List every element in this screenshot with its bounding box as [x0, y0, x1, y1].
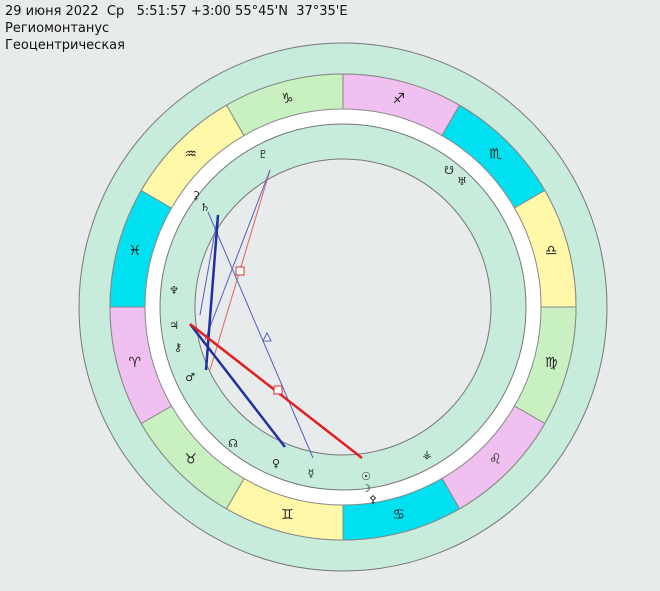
planet-glyph: ♃ — [169, 319, 179, 332]
sign-glyph: ♎ — [545, 243, 558, 259]
planet-glyph: ⚶ — [422, 448, 431, 461]
planet-glyph: ♄ — [200, 201, 210, 214]
planet-glyph: ⚴ — [369, 493, 377, 506]
sign-glyph: ♏ — [489, 147, 502, 163]
aspect — [204, 214, 220, 371]
aspect-lines — [189, 169, 363, 459]
planet-glyph: ♆ — [169, 284, 179, 297]
sign-glyph: ♌ — [489, 451, 502, 467]
sign-glyph: ♑ — [281, 91, 294, 107]
aspect — [199, 214, 219, 316]
planet-glyph: ☽ — [361, 482, 371, 495]
planet-glyph: ♇ — [258, 148, 268, 161]
sign-glyph: ♈ — [129, 355, 142, 371]
sign-segment — [225, 73, 344, 137]
planet-glyph: ☉ — [361, 470, 371, 483]
aspect-square — [273, 385, 283, 395]
sign-glyph: ♍ — [545, 355, 558, 371]
sign-glyph: ♓ — [129, 243, 142, 259]
date-line: 29 июня 2022 Ср 5:51:57 +3:00 55°45'N 37… — [5, 4, 348, 19]
planet-glyph: ♂ — [185, 371, 195, 384]
planets: ♇ ☋♅ ⚳♄ ♆ ♃ ⚷ ♂ ☊ ♀ ☿ ☉☽⚴ ⚶ — [169, 148, 467, 506]
sign-glyph: ♒ — [184, 147, 197, 163]
aspect — [204, 169, 271, 341]
planet-glyph: ☊ — [228, 437, 238, 450]
mode: Геоцентрическая — [5, 38, 125, 53]
planet-glyph: ♀ — [272, 457, 280, 470]
sign-glyph: ♋ — [392, 507, 405, 523]
sign-glyph: ♉ — [184, 451, 197, 467]
sign-glyph: ♐ — [392, 91, 405, 107]
house-system: Региомонтанус — [5, 21, 110, 36]
planet-glyph: ⚷ — [174, 341, 182, 354]
aspect — [189, 323, 286, 448]
planet-glyph: ☋ — [444, 164, 454, 177]
sign-glyph: ♊ — [281, 507, 294, 523]
aspect-square — [235, 266, 245, 276]
inner-circle — [194, 158, 492, 456]
aspect-trine — [262, 331, 272, 342]
planet-glyph: ⚳ — [192, 189, 200, 202]
planet-glyph: ♅ — [457, 175, 467, 188]
aspect — [207, 211, 314, 459]
planet-glyph: ☿ — [308, 467, 315, 480]
